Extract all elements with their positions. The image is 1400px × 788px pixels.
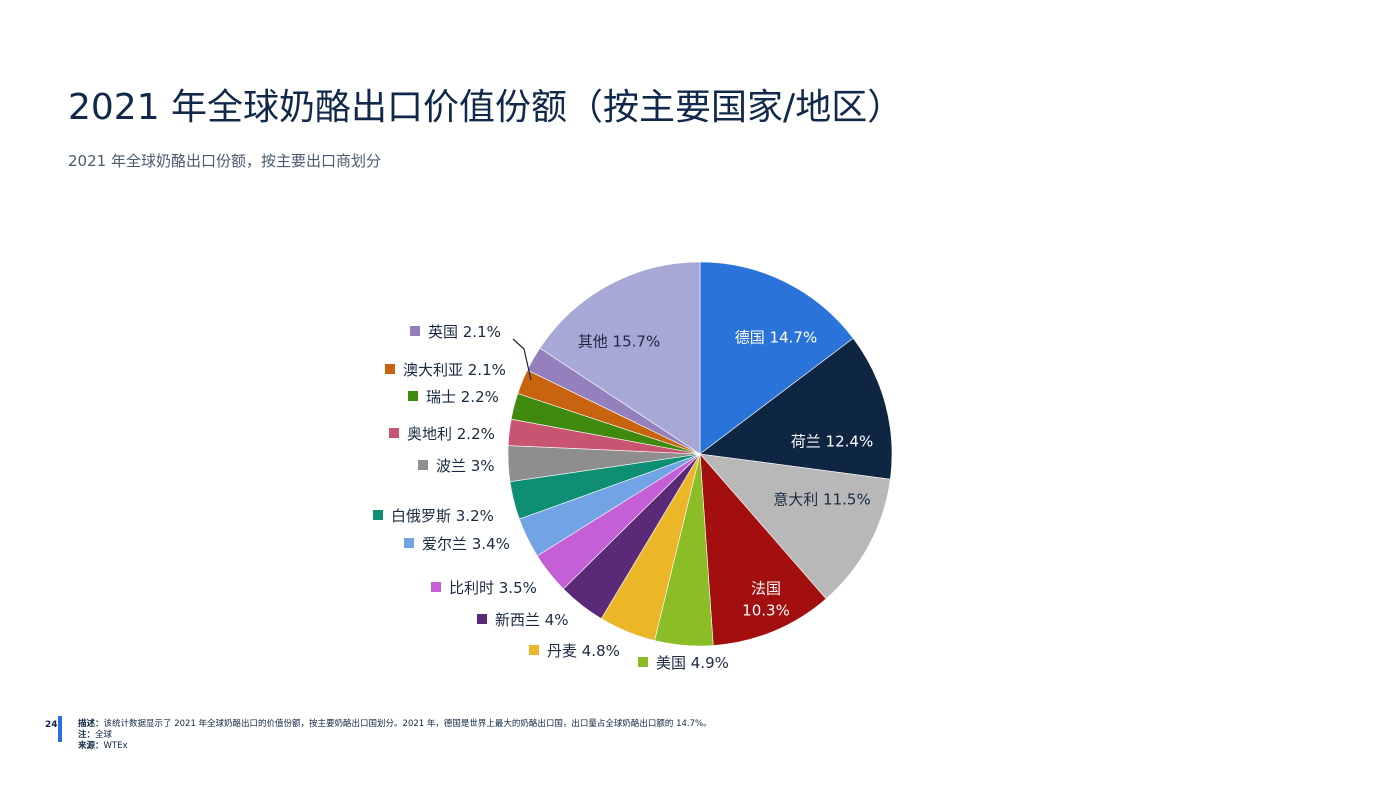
page-title: 2021 年全球奶酪出口价值份额（按主要国家/地区） [68,87,904,128]
page-number: 24 [45,720,58,730]
slice-data-label: 美国 4.9% [656,654,729,672]
slice-data-label: 比利时 3.5% [449,579,537,597]
legend-marker [638,657,648,667]
slice-data-label: 奥地利 2.2% [407,425,495,443]
slice-data-label: 荷兰 12.4% [791,433,873,451]
leader-line [512,338,532,381]
legend-marker [477,614,487,624]
slice-data-label: 澳大利亚 2.1% [403,361,506,379]
legend-marker [389,428,399,438]
slice-data-label: 新西兰 4% [495,611,569,629]
slice-data-label: 白俄罗斯 3.2% [391,507,494,525]
slice-data-label: 波兰 3% [436,457,495,475]
page-subtitle: 2021 年全球奶酪出口份额，按主要出口商划分 [68,152,381,170]
legend-marker [385,364,395,374]
slice-data-label: 瑞士 2.2% [426,388,499,406]
slice-data-label: 英国 2.1% [428,323,501,341]
pie-slice-16 [539,261,701,455]
legend-marker [529,645,539,655]
legend-marker [418,460,428,470]
slice-data-label: 意大利 11.5% [773,491,870,509]
legend-marker [410,326,420,336]
pie-slice-2 [699,337,893,480]
footer-accent-bar [58,716,62,742]
legend-marker [431,582,441,592]
slice-data-label: 德国 14.7% [735,329,817,347]
legend-marker [404,538,414,548]
legend-marker [408,391,418,401]
footer-description: 描述：该统计数据显示了 2021 年全球奶酪出口的价值份额，按主要奶酪出口国划分… [78,719,712,729]
slice-data-label: 丹麦 4.8% [547,642,620,660]
slice-data-label: 爱尔兰 3.4% [422,535,510,553]
footer-note: 注：全球 [78,730,113,740]
footer: 24 描述：该统计数据显示了 2021 年全球奶酪出口的价值份额，按主要奶酪出口… [40,716,1360,756]
footer-source: 来源：WTEx [78,741,128,751]
legend-marker [373,510,383,520]
pie-slice-3 [699,453,891,600]
pie-slice-1 [699,261,854,455]
slice-data-label: 10.3% [742,602,790,620]
footer-notes: 描述：该统计数据显示了 2021 年全球奶酪出口的价值份额，按主要奶酪出口国划分… [78,719,712,752]
pie-slice-4 [699,453,827,646]
slice-data-label: 法国 [751,580,781,598]
slice-data-label: 其他 15.7% [578,333,660,351]
